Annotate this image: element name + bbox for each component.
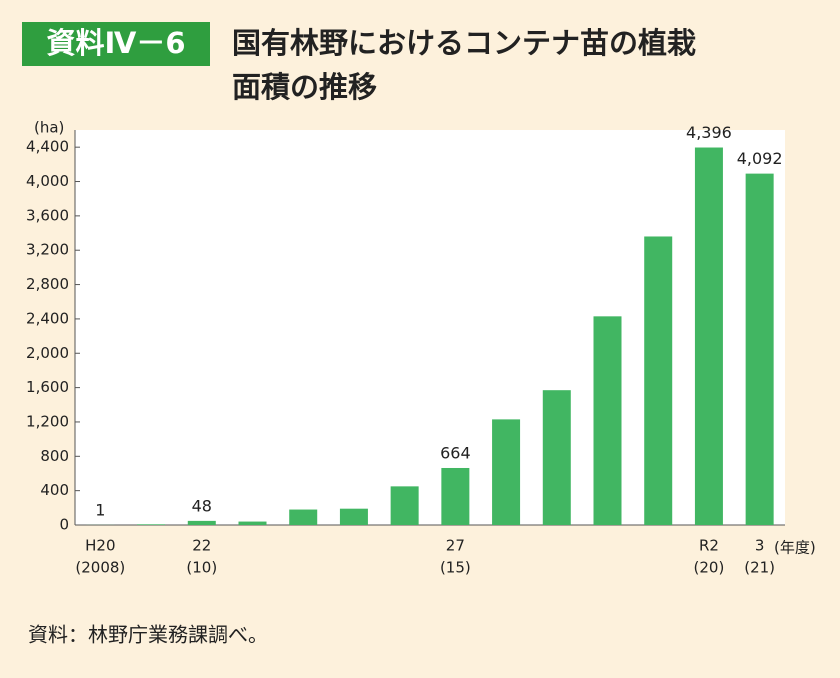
bar <box>644 236 673 525</box>
y-tick-label: 3,200 <box>26 241 69 259</box>
y-tick-label: 2,800 <box>26 275 69 293</box>
value-label: 664 <box>440 443 471 462</box>
x-tick-sublabel: (21) <box>744 559 775 577</box>
bar <box>187 520 216 525</box>
chart-title: 国有林野におけるコンテナ苗の植栽 <box>232 26 696 60</box>
x-tick-sublabel: (10) <box>186 559 217 577</box>
y-axis-label: (ha) <box>34 119 64 137</box>
source: 資料：林野庁業務課調べ。 <box>28 623 268 647</box>
y-tick-label: 0 <box>59 516 69 534</box>
x-tick-label: H20 <box>85 537 115 555</box>
bar <box>390 486 419 525</box>
label-box <box>22 22 210 66</box>
bar <box>238 521 267 525</box>
x-tick-label: R2 <box>699 537 719 555</box>
y-tick-label: 3,600 <box>26 206 69 224</box>
bar <box>593 316 622 525</box>
bar <box>289 509 318 525</box>
bar <box>339 508 368 525</box>
y-tick-label: 400 <box>40 481 69 499</box>
value-label: 1 <box>95 500 105 519</box>
y-tick-label: 800 <box>40 447 69 465</box>
bar <box>542 390 571 525</box>
x-tick-label: 3 <box>755 537 765 555</box>
chart-title: 面積の推移 <box>232 70 377 104</box>
x-tick-sublabel: (20) <box>694 559 725 577</box>
x-axis-label: (年度) <box>774 539 816 557</box>
y-tick-label: 2,400 <box>26 309 69 327</box>
figure-label: 資料Ⅳ－6 <box>46 26 185 60</box>
y-tick-label: 4,000 <box>26 172 69 190</box>
x-tick-label: 22 <box>192 537 211 555</box>
bar <box>745 173 774 525</box>
value-label: 4,396 <box>686 123 732 142</box>
y-tick-label: 2,000 <box>26 344 69 362</box>
bar <box>441 467 470 525</box>
plot-area <box>75 130 785 525</box>
y-tick-label: 4,400 <box>26 138 69 156</box>
x-tick-label: 27 <box>446 537 465 555</box>
bar <box>492 419 521 525</box>
y-tick-label: 1,600 <box>26 378 69 396</box>
value-label: 48 <box>192 496 212 515</box>
value-label: 4,092 <box>737 149 783 168</box>
x-tick-sublabel: (15) <box>440 559 471 577</box>
bar <box>694 147 723 525</box>
x-tick-sublabel: (2008) <box>75 559 125 577</box>
y-tick-label: 1,200 <box>26 412 69 430</box>
bar <box>137 524 166 525</box>
